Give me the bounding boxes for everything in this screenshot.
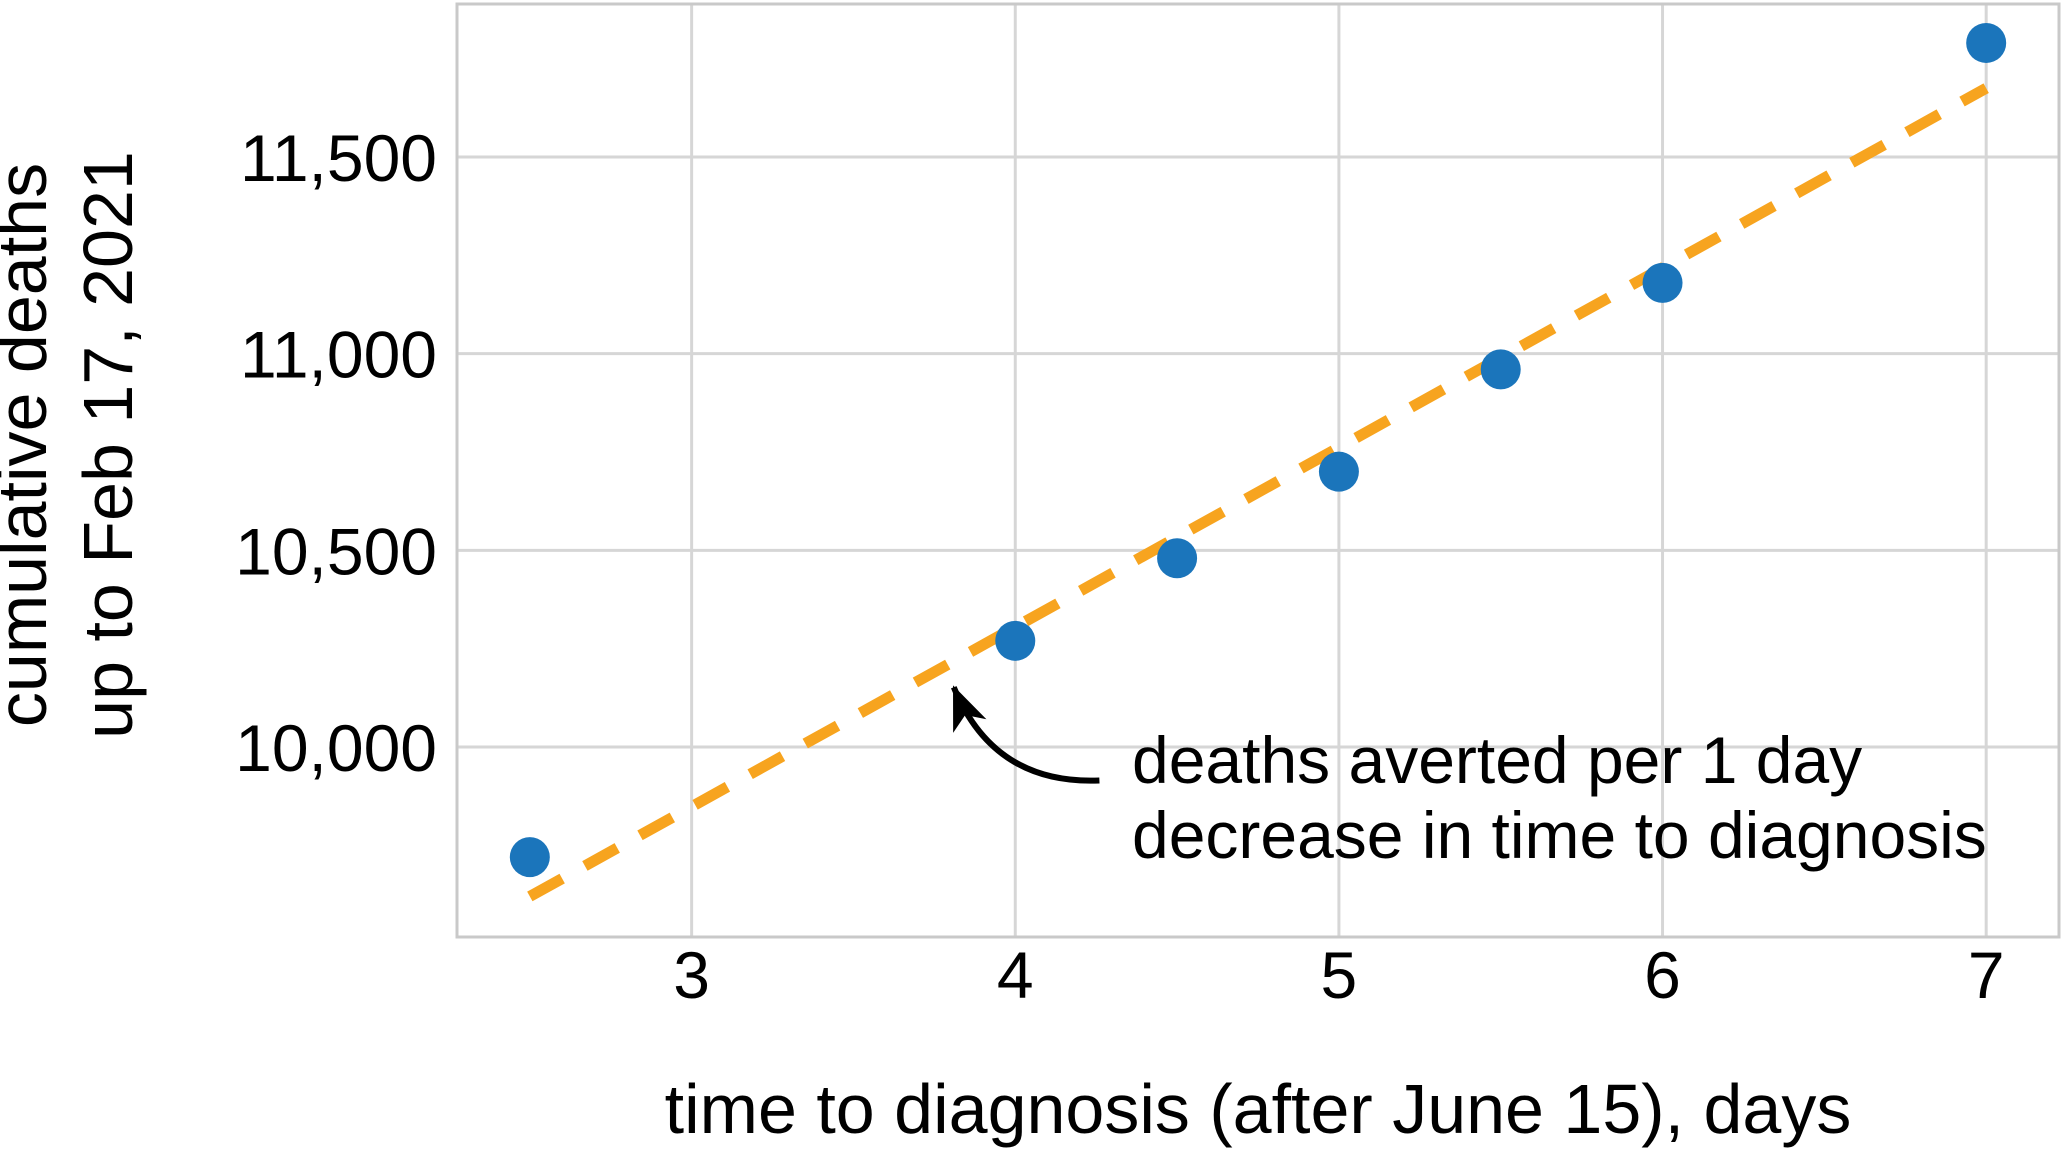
trend-line-group [527,83,1989,902]
y-axis-title-line2: up to Feb 17, 2021 [69,151,147,739]
x-tick-label: 7 [1968,938,2005,1012]
x-tick-label: 3 [673,938,710,1012]
y-tick-label: 10,500 [235,514,437,588]
x-tick-label: 5 [1321,938,1358,1012]
data-point [995,620,1036,661]
data-point [509,837,550,878]
annotation-line2: decrease in time to diagnosis [1132,798,1987,872]
gridlines [457,4,2059,937]
data-points [509,22,2007,878]
annotation-line1: deaths averted per 1 day [1132,723,1862,797]
x-tick-labels: 3 4 5 6 7 [673,938,2004,1012]
data-point [1480,349,1521,390]
data-point [1966,22,2007,63]
plot-frame [455,2,2061,939]
y-tick-labels: 10,000 10,500 11,000 11,500 [235,121,437,785]
data-point [1642,262,1683,303]
y-tick-label: 10,000 [235,711,437,785]
x-tick-label: 6 [1644,938,1681,1012]
y-tick-label: 11,500 [240,121,437,195]
trend-line [527,83,1989,902]
x-axis-title: time to diagnosis (after June 15), days [665,1070,1852,1148]
y-tick-label: 11,000 [240,318,437,392]
annotation-arrow [951,685,1100,784]
x-tick-label: 4 [997,938,1034,1012]
y-axis-title-line1: cumulative deaths [0,163,61,727]
data-point [1157,538,1198,579]
data-point [1318,451,1359,492]
